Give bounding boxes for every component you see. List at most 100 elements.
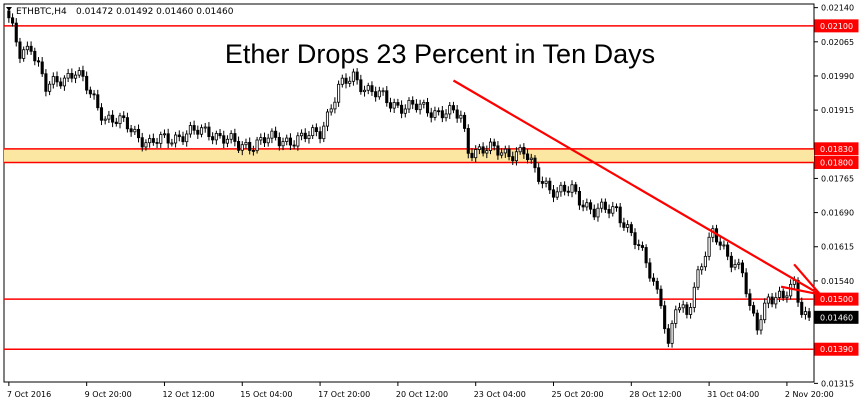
candle-body xyxy=(170,142,174,145)
candle xyxy=(774,292,778,309)
candle-body xyxy=(114,121,118,124)
candle xyxy=(325,108,330,132)
candle xyxy=(733,259,737,271)
candle-body xyxy=(125,117,129,130)
candle-body xyxy=(144,142,148,148)
candle xyxy=(285,134,289,146)
candle-body xyxy=(185,133,189,143)
candle-body xyxy=(496,145,500,156)
candle-body xyxy=(574,184,578,192)
candle-body xyxy=(218,133,222,137)
candle-body xyxy=(33,50,37,62)
candle xyxy=(159,131,163,148)
candle xyxy=(233,128,237,147)
candle-body xyxy=(633,232,637,246)
candle-body xyxy=(159,134,163,144)
candle xyxy=(677,302,682,313)
trend-arrow-line[interactable] xyxy=(452,79,821,296)
candle-body xyxy=(481,146,485,154)
candle xyxy=(270,128,274,144)
candle xyxy=(259,133,263,145)
candle-body xyxy=(425,102,430,114)
y-tick-label: 0.01915 xyxy=(821,106,854,115)
candle-body xyxy=(129,128,133,133)
candle xyxy=(118,112,122,129)
candle xyxy=(99,103,104,126)
candle-body xyxy=(388,102,393,109)
candle xyxy=(136,124,141,143)
candle xyxy=(355,68,359,85)
candle-body xyxy=(592,208,596,218)
candle-body xyxy=(225,138,230,144)
symbol-dropdown-icon[interactable] xyxy=(6,7,12,11)
candle xyxy=(374,86,378,102)
candle xyxy=(777,286,782,303)
candle-body xyxy=(118,115,122,124)
candle xyxy=(648,258,652,282)
candle xyxy=(433,106,437,121)
candle xyxy=(199,124,204,138)
candle-body xyxy=(600,201,604,209)
candle xyxy=(588,199,593,215)
candle-body xyxy=(59,81,63,87)
candle-body xyxy=(196,129,200,135)
candle xyxy=(400,100,404,119)
candle xyxy=(274,126,278,141)
candle-body xyxy=(237,141,241,151)
candle-body xyxy=(640,245,644,248)
candle xyxy=(637,239,641,251)
candle-body xyxy=(66,72,70,79)
candle xyxy=(333,97,337,114)
candle-body xyxy=(107,114,111,120)
candle xyxy=(803,306,807,320)
candle xyxy=(470,148,474,162)
candle-body xyxy=(455,109,459,119)
y-tick-label: 0.01315 xyxy=(821,379,854,388)
candle-body xyxy=(511,156,515,162)
candle-body xyxy=(22,49,26,59)
candle-body xyxy=(199,127,204,135)
candle xyxy=(225,135,230,148)
candle xyxy=(522,143,526,159)
candle xyxy=(666,324,670,348)
candle-body xyxy=(377,90,381,98)
candle-body xyxy=(681,304,685,309)
candle xyxy=(70,68,74,83)
candle-body xyxy=(655,280,659,290)
candle xyxy=(529,153,533,164)
candle-body xyxy=(40,61,44,75)
x-tick-label: 12 Oct 12:00 xyxy=(162,390,214,399)
candle-body xyxy=(288,137,292,146)
candle-body xyxy=(255,139,259,152)
candle xyxy=(62,75,66,91)
candle-body xyxy=(314,127,318,133)
candle xyxy=(607,204,611,219)
candle-body xyxy=(203,126,207,129)
candle-body xyxy=(366,85,370,91)
price-tag-box xyxy=(814,155,859,169)
candle xyxy=(218,128,222,139)
candle-body xyxy=(337,83,341,103)
candle xyxy=(514,147,518,166)
candle-body xyxy=(285,137,289,142)
candle-body xyxy=(744,272,748,295)
candle xyxy=(344,73,348,89)
candle-body xyxy=(737,262,741,265)
candle-body xyxy=(707,236,711,257)
candle-body xyxy=(500,152,504,156)
candle-body xyxy=(692,286,696,308)
candle-body xyxy=(785,295,789,299)
candle-body xyxy=(251,150,255,152)
candle-body xyxy=(322,125,326,140)
candle xyxy=(377,86,381,100)
candle xyxy=(362,85,367,97)
x-tick-label: 9 Oct 20:00 xyxy=(85,390,132,399)
candle-body xyxy=(11,17,15,24)
candle xyxy=(288,133,292,151)
candle-body xyxy=(733,264,737,268)
x-tick-label: 20 Oct 12:00 xyxy=(396,390,448,399)
candle-body xyxy=(466,128,470,154)
candle xyxy=(311,124,315,140)
candle-body xyxy=(140,137,144,148)
